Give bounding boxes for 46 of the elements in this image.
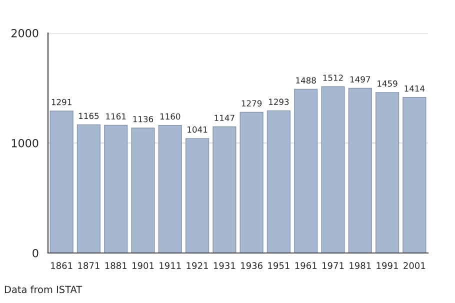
bar xyxy=(402,97,426,253)
bar xyxy=(348,88,372,253)
bar xyxy=(240,112,264,253)
x-tick-label: 1911 xyxy=(160,262,181,270)
data-label: 1293 xyxy=(269,98,289,105)
bar xyxy=(321,86,345,253)
data-label: 1041 xyxy=(188,126,208,133)
data-label: 1147 xyxy=(214,114,234,121)
data-label: 1279 xyxy=(242,100,262,107)
data-label: 1161 xyxy=(106,113,126,120)
data-label: 1291 xyxy=(52,98,72,106)
data-label: 1165 xyxy=(79,112,99,120)
x-tick-label: 1981 xyxy=(350,262,371,270)
y-tick-label: 0 xyxy=(32,248,38,258)
bar xyxy=(294,88,318,253)
bar xyxy=(375,92,400,253)
x-tick-label: 1961 xyxy=(295,262,317,270)
x-tick-label: 1971 xyxy=(322,262,344,270)
y-tick-label: 1000 xyxy=(12,138,38,148)
bar xyxy=(50,110,74,253)
bar xyxy=(185,138,210,253)
data-label: 1160 xyxy=(160,113,180,120)
bar xyxy=(212,126,236,253)
x-tick-label: 1881 xyxy=(105,262,127,270)
x-tick-label: 1951 xyxy=(268,262,290,270)
x-tick-label: 2001 xyxy=(404,262,426,270)
x-tick-label: 1871 xyxy=(78,262,100,270)
x-tick-label: 1921 xyxy=(186,262,208,270)
data-label: 1414 xyxy=(404,85,425,92)
x-tick-label: 1936 xyxy=(241,262,262,270)
data-label: 1488 xyxy=(296,77,316,84)
bar xyxy=(104,124,128,253)
data-label: 1512 xyxy=(323,74,343,81)
x-tick-label: 1931 xyxy=(214,262,236,270)
data-label: 1459 xyxy=(378,80,398,87)
x-tick-label: 1991 xyxy=(376,262,398,270)
data-label: 1136 xyxy=(133,116,154,122)
bar xyxy=(158,124,182,253)
y-tick-label: 2000 xyxy=(12,28,38,38)
x-tick-label: 1901 xyxy=(132,262,154,270)
data-label: 1497 xyxy=(350,76,370,83)
bar xyxy=(266,110,291,253)
x-tick-label: 1861 xyxy=(51,262,72,270)
text: Data from ISTAT xyxy=(4,286,82,294)
bar xyxy=(131,128,155,253)
bar xyxy=(76,124,101,253)
